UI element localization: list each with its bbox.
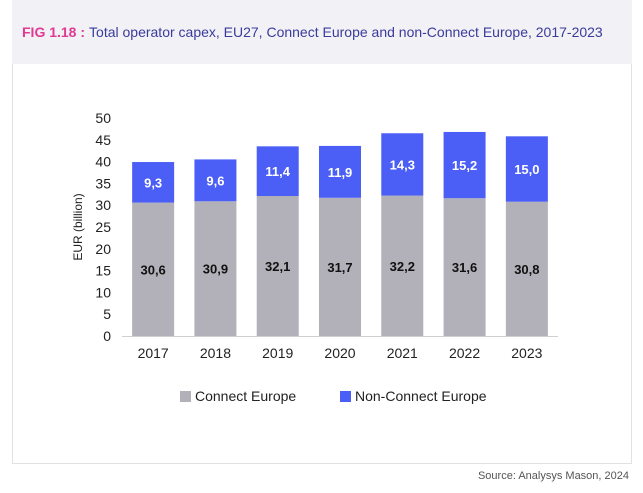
bar-connect-2021 [381, 195, 424, 336]
x-axis: 2017 2018 2019 2020 2021 2022 2023 [122, 336, 558, 361]
bars: 30,6 9,3 30,9 9,6 32,1 11,4 31,7 11,9 32,2 14,3 31… [132, 131, 548, 336]
data-label: 31,7 [327, 260, 352, 275]
y-tick-label: 40 [95, 154, 111, 170]
data-label: 14,3 [390, 157, 415, 172]
source-note: Source: Analysys Mason, 2024 [477, 470, 629, 482]
bar-connect-2018 [194, 201, 237, 336]
x-tick-label: 2022 [449, 345, 480, 361]
data-label: 32,2 [390, 259, 415, 274]
bar-non-connect-2021 [381, 133, 424, 196]
data-label: 32,1 [265, 259, 290, 274]
data-label: 30,8 [514, 262, 539, 277]
bar-non-connect-2023 [505, 136, 548, 202]
data-label: 15,0 [514, 162, 539, 177]
y-tick-label: 35 [95, 175, 111, 191]
bar-connect-2022 [443, 198, 486, 336]
bar-connect-2017 [132, 202, 175, 336]
bar-non-connect-2020 [319, 145, 361, 198]
data-label: 30,6 [140, 262, 165, 277]
y-axis: 0 5 10 15 20 25 30 35 40 45 50 EUR (billion) [71, 110, 111, 344]
y-tick-label: 25 [95, 219, 111, 235]
x-tick-label: 2017 [138, 345, 169, 361]
y-tick-label: 50 [95, 110, 111, 126]
y-tick-label: 10 [95, 284, 111, 300]
data-label: 30,9 [203, 262, 228, 277]
bar-connect-2020 [319, 197, 361, 336]
data-label: 11,4 [265, 164, 290, 179]
y-tick-label: 0 [103, 328, 111, 344]
x-tick-label: 2019 [262, 345, 293, 361]
data-label: 15,2 [452, 158, 477, 173]
legend-connect-label: Connect Europe [195, 388, 296, 404]
legend-connect-swatch [180, 391, 191, 402]
data-label: 11,9 [328, 165, 353, 180]
figure-label: FIG 1.18 : [22, 24, 86, 40]
data-label: 9,6 [206, 173, 224, 188]
y-axis-label: EUR (billion) [71, 193, 85, 260]
legend-non-connect-label: Non-Connect Europe [355, 388, 487, 404]
y-tick-label: 30 [95, 197, 111, 213]
y-tick-label: 15 [95, 263, 111, 279]
bar-non-connect-2018 [194, 159, 237, 202]
x-tick-label: 2020 [324, 345, 355, 361]
x-tick-label: 2021 [387, 345, 418, 361]
x-tick-label: 2023 [511, 345, 542, 361]
y-tick-label: 5 [103, 306, 111, 322]
bar-non-connect-2022 [443, 131, 486, 199]
bar-non-connect-2019 [256, 146, 299, 197]
figure-header: FIG 1.18 : Total operator capex, EU27, C… [12, 0, 632, 64]
y-tick-label: 45 [95, 132, 111, 148]
data-label: 31,6 [452, 260, 477, 275]
bar-connect-2019 [256, 196, 299, 336]
legend-non-connect-swatch [340, 391, 351, 402]
figure-title: Total operator capex, EU27, Connect Euro… [89, 24, 603, 40]
x-tick-label: 2018 [200, 345, 231, 361]
bar-connect-2023 [505, 201, 548, 336]
legend: Connect Europe Non-Connect Europe [180, 388, 487, 404]
chart-container [12, 64, 632, 464]
bar-non-connect-2017 [132, 162, 175, 203]
data-label: 9,3 [144, 175, 162, 190]
y-tick-label: 20 [95, 241, 111, 257]
